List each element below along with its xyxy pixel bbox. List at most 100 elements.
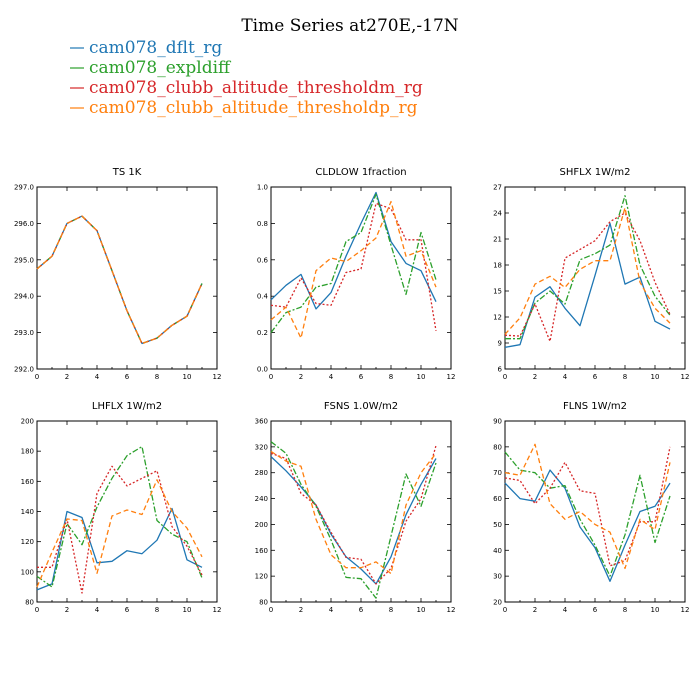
series-line-cam078_dflt_rg: [504, 222, 671, 348]
x-tick-label: 10: [651, 606, 660, 614]
y-tick-label: 296.0: [14, 220, 34, 228]
legend-item: cam078_expldiff: [70, 58, 232, 78]
x-tick-label: 6: [593, 606, 598, 614]
y-tick-label: 90: [493, 418, 502, 426]
legend-item: cam078_clubb_altitude_thresholdp_rg: [70, 98, 418, 118]
panel-title: TS 1K: [112, 167, 142, 178]
y-tick-label: 50: [493, 521, 502, 529]
x-tick-label: 0: [269, 373, 273, 381]
x-tick-label: 4: [95, 373, 100, 381]
series-line-cam078_clubb_altitude_thresholdp_rg: [36, 479, 203, 588]
series-line-cam078_dflt_rg: [504, 469, 671, 582]
x-tick-label: 12: [681, 606, 690, 614]
series-line-cam078_clubb_altitude_thresholdm_rg: [270, 445, 437, 585]
y-tick-label: 140: [21, 508, 34, 516]
chart-panel: CLDLOW 1fraction 0 2 4 6 8 10 12 0.0 0.2 0.4 0.6 0.8…: [257, 167, 456, 381]
x-tick-label: 12: [447, 373, 456, 381]
x-tick-label: 0: [269, 606, 273, 614]
x-tick-label: 12: [681, 373, 690, 381]
x-tick-label: 2: [533, 373, 537, 381]
chart-panel: FLNS 1W/m2 0 2 4 6 8 10 12 20 30 40 50 60 70 80 90: [493, 401, 689, 614]
series-line-cam078_expldiff: [505, 195, 671, 340]
x-tick-label: 2: [533, 606, 537, 614]
y-tick-label: 160: [21, 478, 34, 486]
y-tick-label: 294.0: [14, 293, 34, 301]
series-line-cam078_clubb_altitude_thresholdp_rg: [270, 200, 437, 339]
x-tick-label: 6: [593, 373, 598, 381]
y-tick-label: 6: [498, 366, 503, 374]
x-tick-label: 6: [125, 373, 130, 381]
y-tick-label: 100: [21, 568, 34, 576]
y-tick-label: 27: [493, 184, 502, 192]
y-tick-label: 80: [493, 443, 502, 451]
series-line-cam078_expldiff: [270, 193, 437, 333]
chart-panels: TS 1K 0 2 4 6 8 10 12 292.0 293.0 294.0 295.0 296.0 2…: [14, 167, 690, 614]
y-tick-label: 160: [255, 547, 268, 555]
y-tick-label: 293.0: [14, 329, 34, 337]
legend-item: cam078_dflt_rg: [70, 38, 222, 58]
chart-panel: FSNS 1.0W/m2 0 2 4 6 8 10 12 80 120 160 200 240 280 32…: [255, 401, 456, 614]
legend-label: cam078_clubb_altitude_thresholdm_rg: [89, 78, 423, 98]
x-tick-label: 2: [65, 606, 69, 614]
y-tick-label: 0.2: [257, 329, 268, 337]
x-tick-label: 8: [155, 606, 159, 614]
y-tick-label: 297.0: [14, 184, 34, 192]
series-line-cam078_clubb_altitude_thresholdm_rg: [504, 446, 671, 567]
y-tick-label: 1.0: [257, 184, 268, 192]
series-line-cam078_expldiff: [270, 441, 437, 599]
x-tick-label: 8: [155, 373, 159, 381]
x-tick-label: 0: [503, 373, 507, 381]
x-tick-label: 2: [65, 373, 69, 381]
figure-title: Time Series at270E,-17N: [241, 16, 458, 36]
series-line-cam078_expldiff: [504, 451, 671, 577]
panel-title: CLDLOW 1fraction: [315, 167, 406, 178]
x-tick-label: 10: [183, 373, 192, 381]
series-line-cam078_dflt_rg: [270, 456, 437, 585]
y-tick-label: 120: [255, 573, 268, 581]
series-line-cam078_clubb_altitude_thresholdp_rg: [270, 450, 437, 575]
y-tick-label: 295.0: [14, 256, 34, 264]
y-tick-label: 200: [21, 418, 34, 426]
series-line-cam078_clubb_altitude_thresholdm_rg: [270, 202, 437, 331]
panel-title: FSNS 1.0W/m2: [324, 401, 398, 412]
y-tick-label: 70: [493, 469, 502, 477]
y-tick-label: 0.6: [257, 256, 269, 264]
x-tick-label: 4: [329, 373, 334, 381]
y-tick-label: 80: [25, 599, 34, 607]
y-tick-label: 0.0: [257, 366, 268, 374]
x-tick-label: 10: [417, 373, 426, 381]
x-tick-label: 6: [359, 373, 364, 381]
y-tick-label: 9: [498, 340, 502, 348]
chart-panel: TS 1K 0 2 4 6 8 10 12 292.0 293.0 294.0 295.0 296.0 2…: [14, 167, 222, 381]
y-tick-label: 80: [259, 599, 268, 607]
plot-frame: [504, 420, 686, 603]
x-tick-label: 12: [447, 606, 456, 614]
series-line-cam078_clubb_altitude_thresholdp_rg: [504, 443, 671, 570]
y-tick-label: 200: [255, 521, 268, 529]
y-tick-label: 21: [493, 236, 502, 244]
x-tick-label: 10: [651, 373, 660, 381]
x-tick-label: 4: [563, 606, 568, 614]
y-tick-label: 15: [493, 288, 502, 296]
series-line-cam078_clubb_altitude_thresholdm_rg: [37, 465, 203, 594]
x-tick-label: 4: [563, 373, 568, 381]
plot-frame: [270, 420, 452, 603]
y-tick-label: 180: [21, 448, 34, 456]
y-tick-label: 12: [493, 314, 502, 322]
y-tick-label: 0.8: [257, 220, 268, 228]
x-tick-label: 6: [359, 606, 364, 614]
x-tick-label: 6: [125, 606, 130, 614]
y-tick-label: 320: [255, 443, 268, 451]
legend-label: cam078_clubb_altitude_thresholdp_rg: [89, 98, 418, 118]
x-tick-label: 8: [623, 606, 627, 614]
legend-item: cam078_clubb_altitude_thresholdm_rg: [70, 78, 423, 98]
series-line-cam078_clubb_altitude_thresholdp_rg: [36, 215, 203, 345]
x-tick-label: 2: [299, 606, 303, 614]
x-tick-label: 12: [213, 606, 222, 614]
x-tick-label: 12: [213, 373, 222, 381]
x-tick-label: 10: [183, 606, 192, 614]
plot-frame: [36, 186, 218, 370]
y-tick-label: 292.0: [14, 366, 34, 374]
x-tick-label: 0: [35, 373, 39, 381]
